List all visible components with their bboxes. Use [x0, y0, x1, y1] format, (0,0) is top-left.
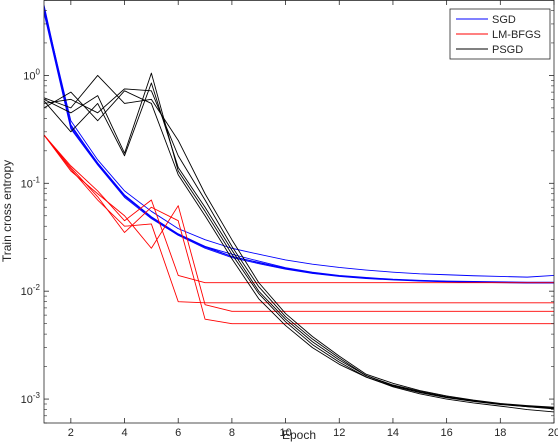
axes-box: [43, 0, 555, 424]
series-line-psgd-10: [44, 88, 554, 409]
series-line-psgd-9: [44, 72, 554, 409]
series-line-lm-bfgs-8: [44, 134, 554, 312]
x-tick-label: 14: [387, 427, 399, 439]
y-tick-label: 10-3: [21, 391, 41, 406]
y-axis-label: Train cross entropy: [0, 160, 14, 262]
x-tick-label: 2: [68, 427, 74, 439]
x-tick-label: 4: [121, 427, 127, 439]
series-line-lm-bfgs-7: [44, 134, 554, 325]
y-tick-label: 10-1: [21, 175, 41, 190]
x-axis-label: Epoch: [282, 428, 316, 442]
series-line-psgd-11: [44, 74, 554, 408]
legend-label-lm-bfgs: LM-BFGS: [492, 29, 541, 41]
legend-label-sgd: SGD: [492, 14, 516, 26]
x-tick-label: 20: [548, 427, 558, 439]
series-line-psgd-12: [44, 90, 554, 413]
x-tick-label: 18: [494, 427, 506, 439]
x-tick-label: 6: [175, 427, 181, 439]
series-line-psgd-13: [44, 82, 554, 410]
x-tick-label: 8: [229, 427, 235, 439]
y-tick-label: 10-2: [21, 283, 41, 298]
axes-layer: 2 4 6 8 10 12 14 16 18 20 100 10-1 10-2 10-3: [21, 0, 558, 439]
x-tick-label: 16: [441, 427, 453, 439]
legend-label-psgd: PSGD: [492, 44, 523, 56]
series-line-lm-bfgs-5: [44, 134, 554, 284]
series-line-sgd-0: [44, 8, 554, 278]
series-line-sgd-4: [44, 6, 554, 284]
x-tick-label: 10: [279, 427, 291, 439]
legend: SGD LM-BFGS PSGD: [449, 8, 551, 60]
plot-area: [44, 0, 554, 423]
series-layer: [44, 4, 554, 413]
series-line-lm-bfgs-6: [44, 134, 554, 304]
x-tick-label: 12: [333, 427, 345, 439]
y-tick-label: 100: [23, 67, 40, 82]
